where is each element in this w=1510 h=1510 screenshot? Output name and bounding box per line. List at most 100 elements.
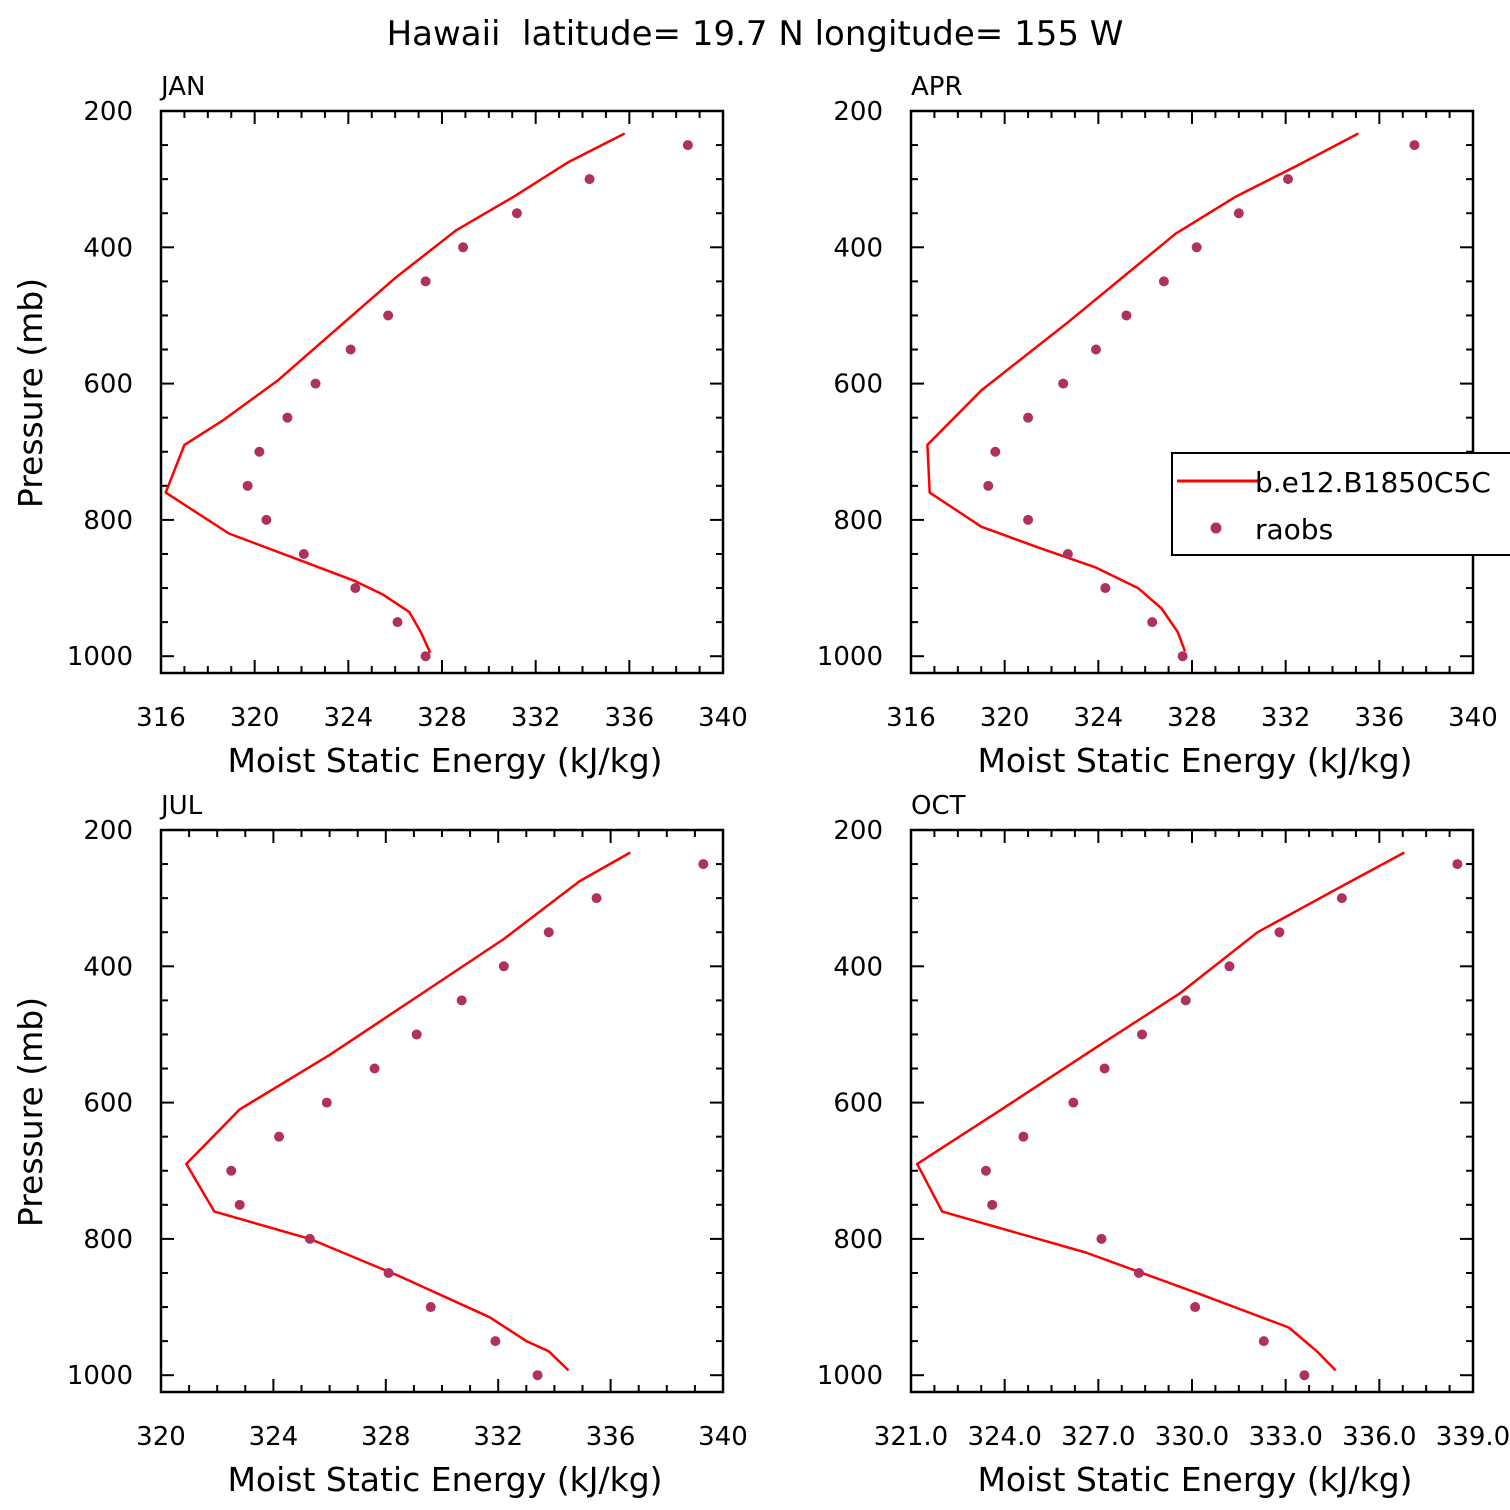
- raobs-point: [987, 1199, 998, 1210]
- raobs-point: [458, 242, 469, 253]
- y-tick-label: 800: [833, 1225, 883, 1255]
- y-tick-label: 1000: [67, 642, 133, 672]
- raobs-point: [226, 1165, 237, 1176]
- panel-label: OCT: [911, 791, 966, 821]
- raobs-point: [310, 378, 321, 389]
- x-tick-label: 328: [361, 1422, 411, 1452]
- raobs-point: [350, 583, 361, 594]
- x-axis-label: Moist Static Energy (kJ/kg): [227, 1460, 662, 1499]
- raobs-point: [345, 344, 356, 355]
- y-axis-label: Pressure (mb): [11, 997, 50, 1227]
- panels: JAN 200 400 600 800 1000 316 320 324 328 332 336 340…: [11, 72, 1510, 1499]
- raobs-point: [1158, 276, 1169, 287]
- x-tick-label: 324.0: [967, 1422, 1041, 1452]
- x-axis-label: Moist Static Energy (kJ/kg): [977, 1460, 1412, 1499]
- x-tick-label: 316: [136, 703, 186, 733]
- x-tick-label: 332: [473, 1422, 523, 1452]
- figure-title: Hawaii latitude= 19.7 N longitude= 155 W: [387, 14, 1124, 54]
- raobs-point: [1452, 859, 1463, 870]
- raobs-point: [234, 1199, 245, 1210]
- raobs-point: [304, 1233, 315, 1244]
- raobs-point: [1258, 1336, 1269, 1347]
- raobs-point: [1191, 242, 1202, 253]
- x-tick-label: 332: [1261, 703, 1311, 733]
- raobs-point: [511, 208, 522, 219]
- raobs-point: [490, 1336, 501, 1347]
- legend-label-model: b.e12.B1850C5C: [1255, 466, 1491, 499]
- model-line-jan: [164, 132, 626, 654]
- x-tick-label: 324: [324, 703, 374, 733]
- panel-label: APR: [911, 72, 963, 102]
- legend-label-obs: raobs: [1255, 513, 1333, 546]
- y-tick-label: 1000: [817, 642, 883, 672]
- panel-label: JAN: [159, 72, 205, 102]
- raobs-point: [698, 859, 709, 870]
- x-tick-label: 336: [586, 1422, 636, 1452]
- plot-frame: [159, 828, 725, 1394]
- raobs-point: [1023, 514, 1034, 525]
- raobs-point: [1224, 961, 1235, 972]
- raobs-point: [383, 1267, 394, 1278]
- raobs-point: [392, 617, 403, 628]
- raobs-point: [532, 1370, 543, 1381]
- legend: b.e12.B1850C5C raobs: [1171, 452, 1510, 556]
- y-tick-label: 800: [83, 506, 133, 536]
- legend-box: [1171, 452, 1510, 556]
- raobs-point: [383, 310, 394, 321]
- raobs-point: [990, 446, 1001, 457]
- raobs-point: [1336, 893, 1347, 904]
- y-tick-label: 600: [83, 1089, 133, 1119]
- raobs-point: [1096, 1233, 1107, 1244]
- raobs-point: [591, 893, 602, 904]
- x-tick-label: 332: [511, 703, 561, 733]
- raobs-point: [1018, 1131, 1029, 1142]
- x-tick-label: 328: [1167, 703, 1217, 733]
- x-tick-label: 340: [1448, 703, 1498, 733]
- y-axis-label: Pressure (mb): [11, 278, 50, 508]
- raobs-point: [1180, 995, 1191, 1006]
- y-tick-label: 200: [833, 816, 883, 846]
- y-tick-label: 600: [833, 1089, 883, 1119]
- y-tick-label: 400: [833, 952, 883, 982]
- raobs-point: [1068, 1097, 1079, 1108]
- raobs-point: [1299, 1370, 1310, 1381]
- x-tick-label: 330.0: [1155, 1422, 1229, 1452]
- raobs-point: [425, 1302, 436, 1313]
- raobs-point: [261, 514, 272, 525]
- model-line-oct: [915, 851, 1405, 1372]
- raobs-point: [298, 548, 309, 559]
- x-tick-label: 336: [1355, 703, 1405, 733]
- x-tick-label: 340: [698, 1422, 748, 1452]
- x-tick-label: 327.0: [1061, 1422, 1135, 1452]
- y-tick-label: 400: [83, 952, 133, 982]
- raobs-point: [1133, 1267, 1144, 1278]
- raobs-point: [420, 651, 431, 662]
- raobs-point: [282, 412, 293, 423]
- x-tick-label: 340: [698, 703, 748, 733]
- x-tick-label: 320: [980, 703, 1030, 733]
- raobs-point: [1023, 412, 1034, 423]
- y-tick-label: 200: [833, 97, 883, 127]
- raobs-point: [420, 276, 431, 287]
- y-tick-label: 200: [83, 816, 133, 846]
- raobs-point: [498, 961, 509, 972]
- raobs-point: [456, 995, 467, 1006]
- x-tick-label: 328: [417, 703, 467, 733]
- x-tick-label: 321.0: [874, 1422, 948, 1452]
- raobs-point: [254, 446, 265, 457]
- raobs-point: [274, 1131, 285, 1142]
- raobs-point: [242, 480, 253, 491]
- model-line-jul: [185, 851, 631, 1372]
- raobs-point: [1099, 1063, 1110, 1074]
- raobs-point: [411, 1029, 422, 1040]
- raobs-point: [1100, 583, 1111, 594]
- plot-frame: [909, 109, 1475, 675]
- panel-apr: APR 200 400 600 800 1000 316 320 324 328 332 336 340…: [817, 72, 1498, 780]
- raobs-point: [1274, 927, 1285, 938]
- plot-frame: [159, 109, 725, 675]
- x-tick-label: 324: [249, 1422, 299, 1452]
- legend-marker-swatch: [1210, 522, 1222, 534]
- raobs-point: [1058, 378, 1069, 389]
- y-tick-label: 800: [83, 1225, 133, 1255]
